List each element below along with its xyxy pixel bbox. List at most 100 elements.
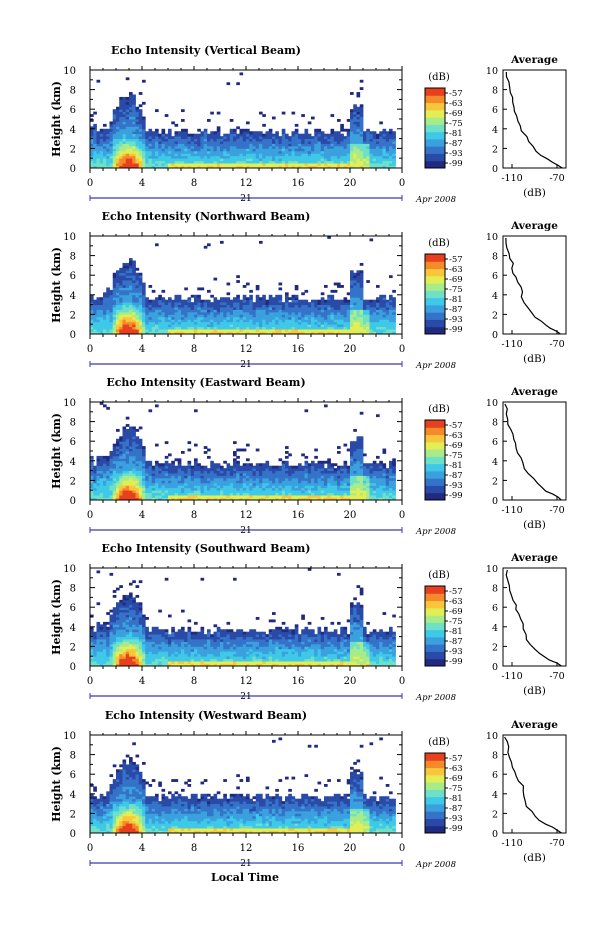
heatmap-cell (109, 485, 114, 489)
heatmap-cell (262, 294, 266, 298)
heatmap-cell (171, 143, 175, 147)
heatmap-cell (294, 480, 299, 484)
heatmap-cell (96, 490, 101, 494)
heatmap-cell (112, 289, 117, 293)
heatmap-cell (129, 326, 133, 330)
heatmap-cell (249, 495, 253, 498)
heatmap-cell (210, 465, 214, 469)
heatmap-cell (359, 480, 364, 484)
heatmap-cell (129, 272, 133, 276)
heatmap-cell (190, 307, 195, 310)
heatmap-cell (389, 319, 393, 323)
heatmap-cell (93, 128, 97, 132)
heatmap-cell (119, 285, 123, 288)
heatmap-cell (103, 138, 107, 142)
heatmap-cell (252, 477, 257, 481)
heatmap-cell (275, 473, 279, 476)
heatmap-cell (353, 123, 357, 127)
heatmap-cell (262, 148, 266, 152)
heatmap-cell (116, 114, 120, 117)
heatmap-cell (213, 470, 218, 474)
heatmap-cell (285, 307, 289, 310)
profile-y-tick-label: 0 (492, 164, 498, 175)
heatmap-cell (249, 324, 253, 328)
heatmap-cell (242, 473, 247, 476)
heatmap-cell (307, 133, 312, 137)
heatmap-cell (294, 319, 299, 323)
heatmap-cell (346, 158, 351, 162)
heatmap-cell (246, 309, 250, 313)
heatmap-cell (148, 316, 153, 320)
heatmap-cell (161, 329, 166, 332)
heatmap-cell (337, 307, 341, 310)
heatmap-cell (158, 160, 162, 164)
heatmap-cell (392, 311, 396, 315)
heatmap-cell (99, 316, 104, 320)
heatmap-cell (272, 480, 276, 484)
heatmap-cell (249, 468, 253, 471)
heatmap-cell (109, 294, 114, 298)
heatmap-cell (96, 492, 101, 496)
heatmap-cell (168, 316, 172, 320)
heatmap-cell (181, 321, 185, 325)
heatmap-cell (197, 326, 201, 330)
heatmap-cell (142, 463, 146, 467)
heatmap-cell (112, 331, 117, 335)
heatmap-cell (151, 331, 156, 335)
heatmap-cell (181, 131, 185, 135)
heatmap-cell (317, 153, 322, 157)
heatmap-cell (337, 331, 341, 335)
heatmap-cell (226, 82, 231, 86)
heatmap-cell (158, 314, 162, 318)
heatmap-cell (129, 497, 133, 501)
heatmap-cell (109, 297, 114, 301)
heatmap-cell (142, 458, 146, 462)
heatmap-cell (213, 153, 218, 157)
heatmap-cell (112, 275, 117, 279)
heatmap-cell (122, 436, 127, 440)
heatmap-cell (229, 302, 234, 305)
heatmap-cell (116, 292, 120, 296)
heatmap-cell (164, 321, 169, 325)
heatmap-cell (385, 304, 390, 308)
heatmap-cell (291, 482, 296, 486)
heatmap-cell (317, 145, 322, 149)
heatmap-cell (148, 138, 153, 142)
heatmap-cell (272, 297, 276, 301)
heatmap-cell (330, 477, 335, 481)
heatmap-cell (288, 453, 292, 457)
heatmap-cell (210, 492, 214, 496)
heatmap-cell (194, 324, 198, 328)
heatmap-cell (109, 470, 114, 474)
heatmap-cell (122, 314, 127, 318)
heatmap-cell (194, 468, 198, 471)
heatmap-cell (379, 153, 383, 157)
heatmap-cell (265, 485, 270, 489)
heatmap-cell (294, 314, 299, 318)
y-tick-label: 6 (70, 271, 76, 282)
heatmap-cell (301, 321, 305, 325)
heatmap-cell (93, 143, 97, 147)
heatmap-cell (226, 158, 231, 162)
heatmap-cell (317, 314, 322, 318)
heatmap-cell (359, 153, 364, 157)
heatmap-cell (112, 148, 117, 152)
colorbar-swatch (425, 312, 445, 320)
heatmap-cell (281, 165, 286, 169)
heatmap-cell (184, 163, 188, 166)
heatmap-cell (223, 145, 227, 149)
heatmap-cell (138, 473, 143, 476)
heatmap-cell (255, 468, 260, 471)
heatmap-cell (135, 314, 140, 318)
heatmap-cell (366, 128, 370, 132)
heatmap-cell (148, 487, 153, 491)
heatmap-cell (346, 299, 351, 303)
heatmap-cell (135, 324, 140, 328)
heatmap-cell (142, 158, 146, 162)
heatmap-cell (184, 485, 188, 489)
heatmap-cell (194, 477, 198, 481)
heatmap-cell (317, 326, 322, 330)
heatmap-cell (359, 497, 364, 501)
heatmap-cell (116, 473, 120, 476)
heatmap-cell (177, 133, 182, 137)
